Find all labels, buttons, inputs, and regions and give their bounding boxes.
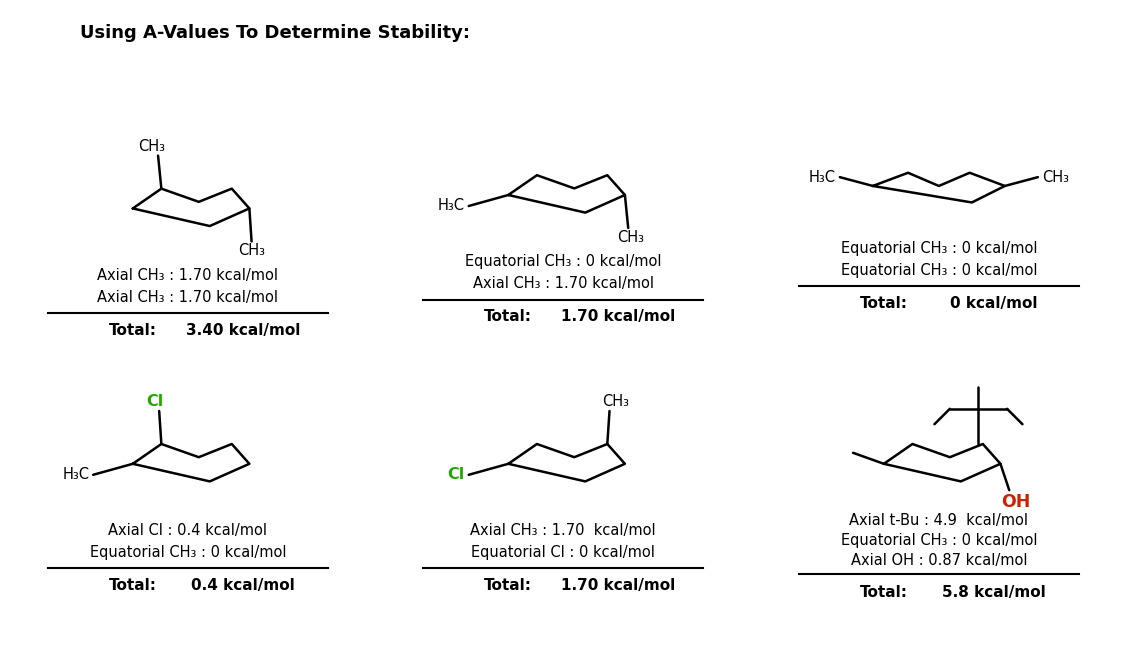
- Text: Axial CH₃ : 1.70 kcal/mol: Axial CH₃ : 1.70 kcal/mol: [97, 267, 279, 282]
- Text: Using A-Values To Determine Stability:: Using A-Values To Determine Stability:: [80, 24, 470, 42]
- Text: OH: OH: [1001, 493, 1031, 511]
- Text: Axial t-Bu : 4.9  kcal/mol: Axial t-Bu : 4.9 kcal/mol: [849, 513, 1029, 528]
- Text: H₃C: H₃C: [809, 169, 835, 185]
- Text: 1.70 kcal/mol: 1.70 kcal/mol: [561, 309, 676, 324]
- Text: 1.70 kcal/mol: 1.70 kcal/mol: [561, 578, 676, 593]
- Text: Axial Cl : 0.4 kcal/mol: Axial Cl : 0.4 kcal/mol: [108, 523, 267, 538]
- Text: Axial CH₃ : 1.70 kcal/mol: Axial CH₃ : 1.70 kcal/mol: [472, 276, 654, 291]
- Text: 3.40 kcal/mol: 3.40 kcal/mol: [185, 323, 300, 337]
- Text: Total:: Total:: [860, 296, 908, 310]
- Text: CH₃: CH₃: [617, 230, 644, 245]
- Text: Cl: Cl: [146, 394, 164, 409]
- Text: Equatorial CH₃ : 0 kcal/mol: Equatorial CH₃ : 0 kcal/mol: [841, 241, 1037, 255]
- Text: 0 kcal/mol: 0 kcal/mol: [950, 296, 1038, 310]
- Text: Total:: Total:: [485, 578, 533, 593]
- Text: Total:: Total:: [109, 323, 157, 337]
- Text: Cl: Cl: [447, 467, 464, 482]
- Text: Total:: Total:: [860, 585, 908, 600]
- Text: H₃C: H₃C: [438, 198, 464, 214]
- Text: Equatorial CH₃ : 0 kcal/mol: Equatorial CH₃ : 0 kcal/mol: [90, 545, 286, 560]
- Text: Axial CH₃ : 1.70  kcal/mol: Axial CH₃ : 1.70 kcal/mol: [470, 523, 657, 538]
- Text: CH₃: CH₃: [1042, 169, 1069, 185]
- Text: CH₃: CH₃: [238, 243, 265, 259]
- Text: 5.8 kcal/mol: 5.8 kcal/mol: [942, 585, 1046, 600]
- Text: Axial OH : 0.87 kcal/mol: Axial OH : 0.87 kcal/mol: [850, 553, 1028, 568]
- Text: 0.4 kcal/mol: 0.4 kcal/mol: [191, 578, 295, 593]
- Text: Equatorial CH₃ : 0 kcal/mol: Equatorial CH₃ : 0 kcal/mol: [841, 533, 1037, 548]
- Text: Total:: Total:: [485, 309, 533, 324]
- Text: H₃C: H₃C: [63, 467, 89, 482]
- Text: CH₃: CH₃: [138, 138, 165, 154]
- Text: Equatorial Cl : 0 kcal/mol: Equatorial Cl : 0 kcal/mol: [471, 545, 655, 560]
- Text: Total:: Total:: [109, 578, 157, 593]
- Text: CH₃: CH₃: [603, 394, 629, 409]
- Text: Equatorial CH₃ : 0 kcal/mol: Equatorial CH₃ : 0 kcal/mol: [465, 254, 661, 269]
- Text: Axial CH₃ : 1.70 kcal/mol: Axial CH₃ : 1.70 kcal/mol: [97, 290, 279, 304]
- Text: Equatorial CH₃ : 0 kcal/mol: Equatorial CH₃ : 0 kcal/mol: [841, 263, 1037, 278]
